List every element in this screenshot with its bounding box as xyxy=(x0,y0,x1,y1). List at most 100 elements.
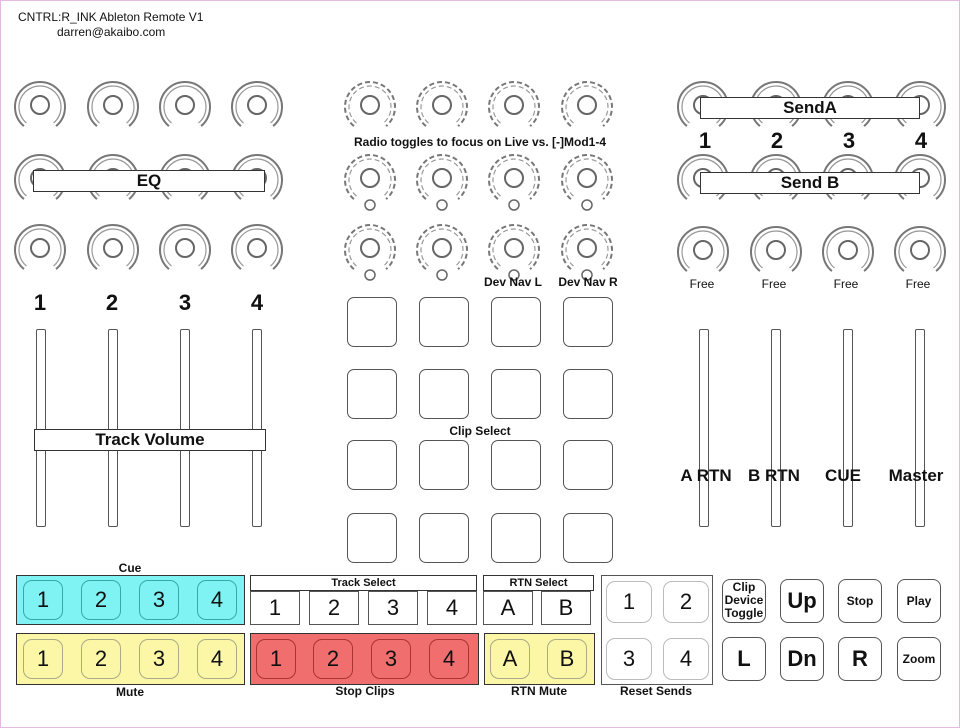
eq-knob-r3-c4[interactable] xyxy=(225,218,289,282)
device-knob-r3-c2[interactable] xyxy=(410,218,474,282)
eq-knob-r1-c4[interactable] xyxy=(225,75,289,139)
free-knob-2[interactable] xyxy=(744,220,808,284)
free-label-4: Free xyxy=(905,277,931,291)
eq-knob-r3-c1[interactable] xyxy=(8,218,72,282)
device-knob-r1-c3[interactable] xyxy=(482,75,546,139)
send-number-3: 3 xyxy=(842,128,856,153)
reset-sends-group: 1 2 3 4 xyxy=(601,575,713,685)
cue-return-label: CUE xyxy=(825,466,861,485)
eq-knob-r3-c3[interactable] xyxy=(153,218,217,282)
track-select-button-3[interactable]: 3 xyxy=(368,591,418,625)
play-button[interactable]: Play xyxy=(897,579,941,623)
rtn-select-button-b[interactable]: B xyxy=(541,591,591,625)
stop-clip-button-4[interactable]: 4 xyxy=(429,639,469,679)
send-b-label: Send B xyxy=(700,172,920,194)
track-volume-fader-1[interactable] xyxy=(36,329,46,527)
device-knob-r3-c3[interactable] xyxy=(482,218,546,282)
device-knob-r1-c2[interactable] xyxy=(410,75,474,139)
track-volume-label: Track Volume xyxy=(34,429,266,451)
eq-knob-r1-c2[interactable] xyxy=(81,75,145,139)
clip-pad-r4-c1[interactable] xyxy=(347,513,397,563)
clip-pad-r3-c4[interactable] xyxy=(563,440,613,490)
device-knob-r3-c4[interactable] xyxy=(555,218,619,282)
track-number-4: 4 xyxy=(250,290,264,315)
clip-pad-r1-c1[interactable] xyxy=(347,297,397,347)
up-button[interactable]: Up xyxy=(780,579,824,623)
track-select-button-4[interactable]: 4 xyxy=(427,591,477,625)
down-button[interactable]: Dn xyxy=(780,637,824,681)
send-number-1: 1 xyxy=(698,128,712,153)
device-knob-r2-c1[interactable] xyxy=(338,148,402,212)
free-knob-3[interactable] xyxy=(816,220,880,284)
reset-send-button-1[interactable]: 1 xyxy=(606,581,652,623)
eq-knob-r1-c3[interactable] xyxy=(153,75,217,139)
mute-button-2[interactable]: 2 xyxy=(81,639,121,679)
stop-clips-label: Stop Clips xyxy=(335,684,395,698)
mute-button-1[interactable]: 1 xyxy=(23,639,63,679)
clip-pad-r4-c3[interactable] xyxy=(491,513,541,563)
eq-knob-r3-c2[interactable] xyxy=(81,218,145,282)
device-knob-r2-c2[interactable] xyxy=(410,148,474,212)
cue-button-1[interactable]: 1 xyxy=(23,580,63,620)
author-email: darren@akaibo.com xyxy=(57,25,166,39)
mute-button-3[interactable]: 3 xyxy=(139,639,179,679)
clip-pad-r2-c1[interactable] xyxy=(347,369,397,419)
free-knob-1[interactable] xyxy=(671,220,735,284)
clip-device-toggle-button[interactable]: Clip Device Toggle xyxy=(722,579,766,623)
track-volume-fader-3[interactable] xyxy=(180,329,190,527)
device-knob-r3-c1[interactable] xyxy=(338,218,402,282)
clip-pad-r3-c1[interactable] xyxy=(347,440,397,490)
b-rtn-label: B RTN xyxy=(748,466,800,485)
return-fader-a[interactable] xyxy=(699,329,709,527)
cue-button-3[interactable]: 3 xyxy=(139,580,179,620)
clip-pad-r2-c3[interactable] xyxy=(491,369,541,419)
free-knob-4[interactable] xyxy=(888,220,952,284)
reset-send-button-4[interactable]: 4 xyxy=(663,638,709,680)
app-title: CNTRL:R_INK Ableton Remote V1 xyxy=(18,10,204,24)
stop-clip-button-2[interactable]: 2 xyxy=(313,639,353,679)
rtn-mute-button-b[interactable]: B xyxy=(547,639,587,679)
clip-pad-r2-c4[interactable] xyxy=(563,369,613,419)
clip-pad-r4-c4[interactable] xyxy=(563,513,613,563)
cue-label: Cue xyxy=(118,561,142,575)
cue-button-4[interactable]: 4 xyxy=(197,580,237,620)
mute-button-4[interactable]: 4 xyxy=(197,639,237,679)
device-knob-r2-c3[interactable] xyxy=(482,148,546,212)
clip-pad-r1-c2[interactable] xyxy=(419,297,469,347)
master-label: Master xyxy=(888,466,944,485)
reset-send-button-2[interactable]: 2 xyxy=(663,581,709,623)
mute-group: 1 2 3 4 xyxy=(16,633,245,685)
zoom-button[interactable]: Zoom xyxy=(897,637,941,681)
clip-pad-r1-c4[interactable] xyxy=(563,297,613,347)
clip-pad-r4-c2[interactable] xyxy=(419,513,469,563)
reset-send-button-3[interactable]: 3 xyxy=(606,638,652,680)
cue-fader[interactable] xyxy=(843,329,853,527)
clip-pad-r3-c2[interactable] xyxy=(419,440,469,490)
return-fader-b[interactable] xyxy=(771,329,781,527)
device-knob-r2-c4[interactable] xyxy=(555,148,619,212)
device-knob-r1-c4[interactable] xyxy=(555,75,619,139)
rtn-select-label: RTN Select xyxy=(483,575,594,591)
track-volume-fader-2[interactable] xyxy=(108,329,118,527)
clip-pad-r3-c3[interactable] xyxy=(491,440,541,490)
left-button[interactable]: L xyxy=(722,637,766,681)
stop-button[interactable]: Stop xyxy=(838,579,882,623)
track-select-button-2[interactable]: 2 xyxy=(309,591,359,625)
stop-clip-button-3[interactable]: 3 xyxy=(371,639,411,679)
eq-knob-r1-c1[interactable] xyxy=(8,75,72,139)
right-button[interactable]: R xyxy=(838,637,882,681)
device-knob-r1-c1[interactable] xyxy=(338,75,402,139)
track-volume-fader-4[interactable] xyxy=(252,329,262,527)
clip-pad-r1-c3[interactable] xyxy=(491,297,541,347)
rtn-select-button-a[interactable]: A xyxy=(483,591,533,625)
track-select-button-1[interactable]: 1 xyxy=(250,591,300,625)
rtn-mute-button-a[interactable]: A xyxy=(490,639,530,679)
clip-pad-r2-c2[interactable] xyxy=(419,369,469,419)
track-select-label: Track Select xyxy=(250,575,477,591)
a-rtn-label: A RTN xyxy=(680,466,732,485)
dev-nav-left-label: Dev Nav L xyxy=(483,275,543,289)
rtn-mute-label: RTN Mute xyxy=(511,684,567,698)
stop-clip-button-1[interactable]: 1 xyxy=(256,639,296,679)
cue-button-2[interactable]: 2 xyxy=(81,580,121,620)
master-fader[interactable] xyxy=(915,329,925,527)
